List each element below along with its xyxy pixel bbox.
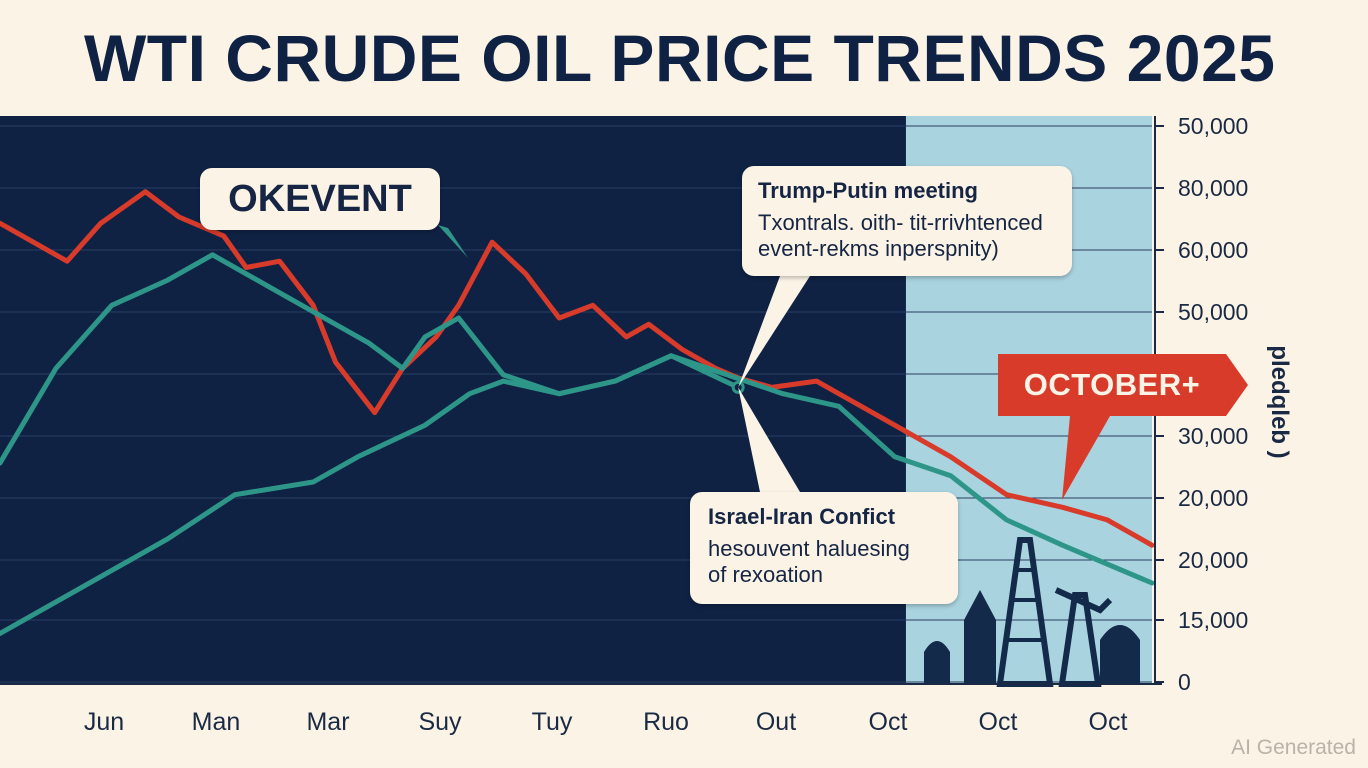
x-tick-label-5: Ruo (643, 708, 689, 736)
callout-trump-body-line-1: Txontrals. oith- tit-rrivhtenced (758, 210, 1043, 235)
x-tick-label-3: Suy (418, 708, 462, 736)
callout-trump-body-line-2: event-rekms inperspnity) (758, 236, 999, 261)
callout-event-text: OKEVENT (228, 178, 412, 220)
x-tick-label-8: Oct (979, 708, 1018, 736)
pumpjack (1054, 587, 1113, 614)
x-tick-labels: Jun Man Mar Suy Tuy Ruo Out Oct Oct Oct (84, 708, 1128, 736)
y-tick-label-9: 0 (1178, 669, 1191, 695)
october-label: OCTOBER+ (998, 354, 1226, 416)
oil-skyline-illustration (924, 537, 1140, 687)
y-tick-label-0: 50,000 (1178, 113, 1248, 139)
callout-israel-title: Israel-Iran Confict (708, 504, 896, 529)
y-tick-label-5: 30,000 (1178, 423, 1248, 449)
callout-israel-iran: Israel-Iran Confict hesouvent haluesing … (690, 492, 958, 604)
y-tick-label-2: 60,000 (1178, 237, 1248, 263)
pointer-event (438, 225, 468, 258)
x-tick-label-6: Out (756, 708, 796, 736)
x-tick-label-9: Oct (1089, 708, 1128, 736)
ai-generated-watermark: AI Generated (1231, 736, 1356, 759)
chart-title: WTI CRUDE OIL PRICE TRENDS 2025 (84, 21, 1276, 95)
callout-pointers (438, 225, 1248, 500)
gridlines (0, 125, 1152, 683)
callout-israel-body-line-1: hesouvent haluesing (708, 536, 910, 561)
x-tick-label-1: Man (192, 708, 241, 736)
y-tick-label-1: 80,000 (1178, 175, 1248, 201)
october-label-arrow (1226, 354, 1248, 416)
dome-right (1100, 625, 1140, 684)
x-tick-label-4: Tuy (532, 708, 573, 736)
x-tick-label-2: Mar (306, 708, 349, 736)
callout-trump-title: Trump-Putin meeting (758, 178, 978, 203)
y-tick-label-6: 20,000 (1178, 485, 1248, 511)
callout-event: OKEVENT (200, 168, 440, 230)
callout-trump-putin: Trump-Putin meeting Txontrals. oith- tit… (742, 166, 1072, 276)
y-tick-label-3: 50,000 (1178, 299, 1248, 325)
x-tick-label-7: Oct (869, 708, 908, 736)
y-tick-label-7: 20,000 (1178, 547, 1248, 573)
y-tick-label-8: 15,000 (1178, 607, 1248, 633)
oil-derrick-left-braces (1005, 568, 1045, 642)
dome-left (924, 641, 950, 684)
x-tick-label-0: Jun (84, 708, 124, 736)
tower-silhouette (964, 590, 996, 684)
y-axis-label: pledqleb ) (1266, 345, 1293, 459)
callout-israel-body-line-2: of rexoation (708, 562, 823, 587)
y-tick-labels: 50,000 80,000 60,000 50,000 30,000 20,000 20,0… (1178, 113, 1248, 695)
pointer-trump (738, 276, 810, 388)
pointer-october (1062, 416, 1110, 500)
series-line-0 (0, 189, 1155, 548)
pointer-israel (738, 387, 800, 492)
